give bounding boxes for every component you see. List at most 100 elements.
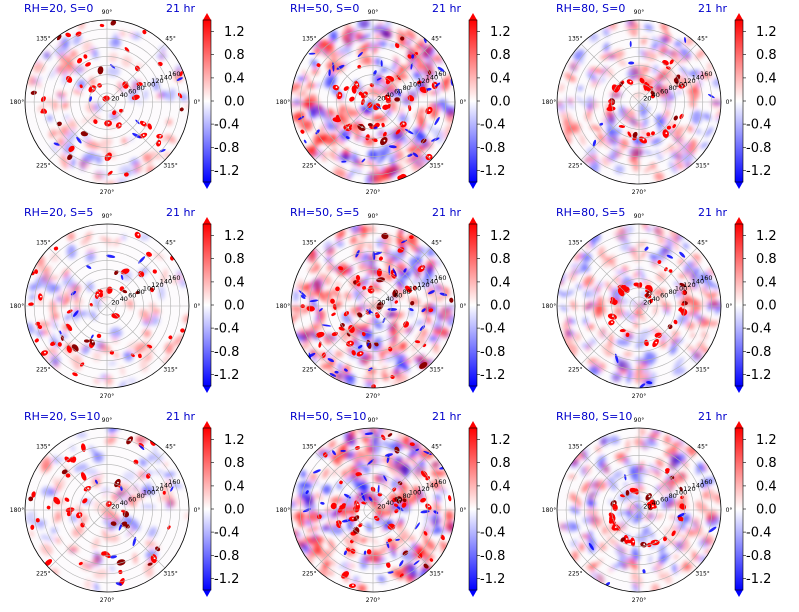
convective-cell — [56, 121, 62, 127]
convective-cell — [146, 473, 151, 479]
radial-tick-label: 80 — [137, 84, 145, 92]
colorbar-tick-label: -0.4 — [746, 118, 771, 133]
anomaly-patch — [398, 162, 405, 173]
convective-cell — [335, 114, 341, 121]
angular-tick-label: 225° — [568, 571, 582, 578]
anomaly-patch — [686, 344, 698, 355]
anomaly-patch — [165, 495, 176, 507]
colorbar-tick-label: 0.8 — [756, 456, 777, 471]
negative-cell — [336, 64, 345, 70]
negative-cell — [427, 290, 436, 295]
anomaly-patch — [363, 375, 378, 384]
angular-tick-label: 90° — [368, 417, 379, 424]
convective-cell — [404, 285, 412, 293]
convective-cell — [673, 319, 678, 325]
angular-tick-label: 315° — [695, 571, 709, 578]
angular-tick-label: 0° — [194, 303, 201, 310]
anomaly-patch — [559, 522, 567, 532]
radial-tick-label: 20 — [643, 95, 651, 103]
panel-20-10: RH=20, S=10 21 hr 90° 45° 0° 315° 270° 225° 180°… — [0, 408, 266, 612]
cell-core — [87, 487, 89, 490]
anomaly-patch — [326, 122, 339, 132]
angular-tick-label: 270° — [100, 393, 114, 400]
convective-cell — [107, 170, 113, 176]
anomaly-patch — [320, 364, 328, 369]
convective-cell — [356, 312, 363, 318]
anomaly-patch — [618, 226, 626, 235]
colorbar-tick-label: -1.2 — [746, 572, 771, 587]
negative-cell — [115, 582, 123, 586]
radial-tick-label: 60 — [660, 88, 668, 96]
convective-cell — [28, 496, 34, 502]
anomaly-patch — [671, 441, 682, 447]
anomaly-patch — [579, 134, 586, 146]
radial-tick-label: 40 — [652, 295, 660, 303]
anomaly-patch — [72, 525, 85, 537]
anomaly-patch — [703, 488, 717, 501]
polar-plot: 90°45°0°315°270°225°180°135°20 40 60 801001… — [276, 213, 511, 400]
convective-cell — [386, 562, 391, 568]
radial-tick-label: 60 — [660, 496, 668, 504]
anomaly-patch — [343, 564, 350, 573]
anomaly-patch — [394, 359, 402, 374]
convective-cell — [393, 503, 399, 508]
colorbar-tick-label: 0.0 — [224, 299, 245, 314]
anomaly-patch — [562, 322, 572, 333]
anomaly-patch — [310, 59, 318, 68]
anomaly-patch — [687, 125, 694, 133]
angular-tick-label: 225° — [302, 571, 316, 578]
anomaly-patch — [25, 511, 36, 524]
anomaly-patch — [363, 107, 372, 115]
colorbar-tick-label: 0.4 — [756, 71, 777, 86]
anomaly-patch — [338, 561, 351, 569]
anomaly-patch — [166, 135, 177, 144]
anomaly-patch — [653, 226, 664, 236]
convective-cell — [66, 75, 73, 83]
anomaly-patch — [67, 119, 77, 131]
anomaly-patch — [61, 297, 70, 308]
anomaly-patch — [628, 20, 640, 28]
anomaly-patch — [360, 476, 368, 482]
anomaly-patch — [383, 265, 393, 277]
anomaly-patch — [649, 532, 655, 538]
radial-tick-label: 120 — [683, 281, 695, 289]
anomaly-patch — [426, 124, 434, 132]
anomaly-patch — [74, 305, 80, 312]
anomaly-patch — [380, 365, 388, 376]
anomaly-patch — [621, 276, 634, 288]
anomaly-patch — [419, 38, 426, 48]
negative-cell — [120, 274, 124, 280]
anomaly-patch — [361, 453, 377, 465]
anomaly-patch — [351, 477, 359, 485]
negative-cell — [383, 475, 387, 482]
colorbar-tick-label: -0.4 — [214, 526, 239, 541]
anomaly-patch — [139, 309, 152, 323]
anomaly-patch — [414, 546, 426, 558]
angular-tick-label: 225° — [568, 367, 582, 374]
convective-cell — [673, 115, 678, 121]
angular-tick-label: 135° — [302, 443, 316, 450]
anomaly-patch — [641, 436, 655, 450]
anomaly-patch — [707, 301, 713, 311]
anomaly-patch — [681, 535, 688, 544]
anomaly-patch — [309, 331, 319, 340]
negative-cell — [368, 367, 373, 371]
anomaly-patch — [92, 350, 102, 362]
anomaly-patch — [560, 111, 573, 123]
anomaly-patch — [627, 28, 638, 37]
colorbar-tick-label: 1.2 — [756, 25, 777, 40]
anomaly-patch — [584, 158, 589, 164]
anomaly-patch — [593, 480, 607, 491]
angular-gridline — [314, 509, 374, 569]
convective-cell — [53, 246, 59, 251]
anomaly-patch — [619, 138, 629, 149]
anomaly-patch — [117, 81, 123, 92]
anomaly-patch — [324, 517, 333, 531]
colorbar-extend-max — [203, 421, 211, 428]
anomaly-patch — [411, 460, 417, 467]
convective-cell — [650, 500, 657, 506]
convective-cell — [343, 86, 349, 91]
anomaly-patch — [139, 356, 149, 373]
anomaly-patch — [658, 553, 667, 566]
cell-core — [387, 96, 390, 99]
